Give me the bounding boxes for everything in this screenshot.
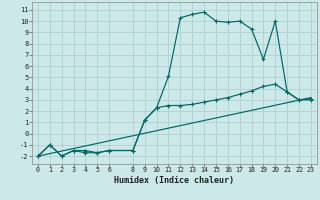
X-axis label: Humidex (Indice chaleur): Humidex (Indice chaleur) (115, 176, 234, 185)
